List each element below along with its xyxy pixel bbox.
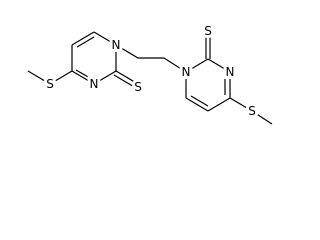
atom-label: N bbox=[90, 77, 99, 91]
atom-label: N bbox=[182, 65, 191, 79]
atom-label: S bbox=[46, 77, 54, 91]
bonds bbox=[27, 31, 273, 125]
atom-labels: N N S S N N S S bbox=[43, 21, 259, 121]
atom-label: S bbox=[134, 80, 142, 94]
atom-label: N bbox=[226, 65, 235, 79]
molecule-diagram: N N S S N N S S bbox=[27, 21, 273, 125]
atom-label: N bbox=[112, 38, 121, 52]
atom-label: S bbox=[204, 24, 212, 38]
atom-label: S bbox=[248, 104, 256, 118]
